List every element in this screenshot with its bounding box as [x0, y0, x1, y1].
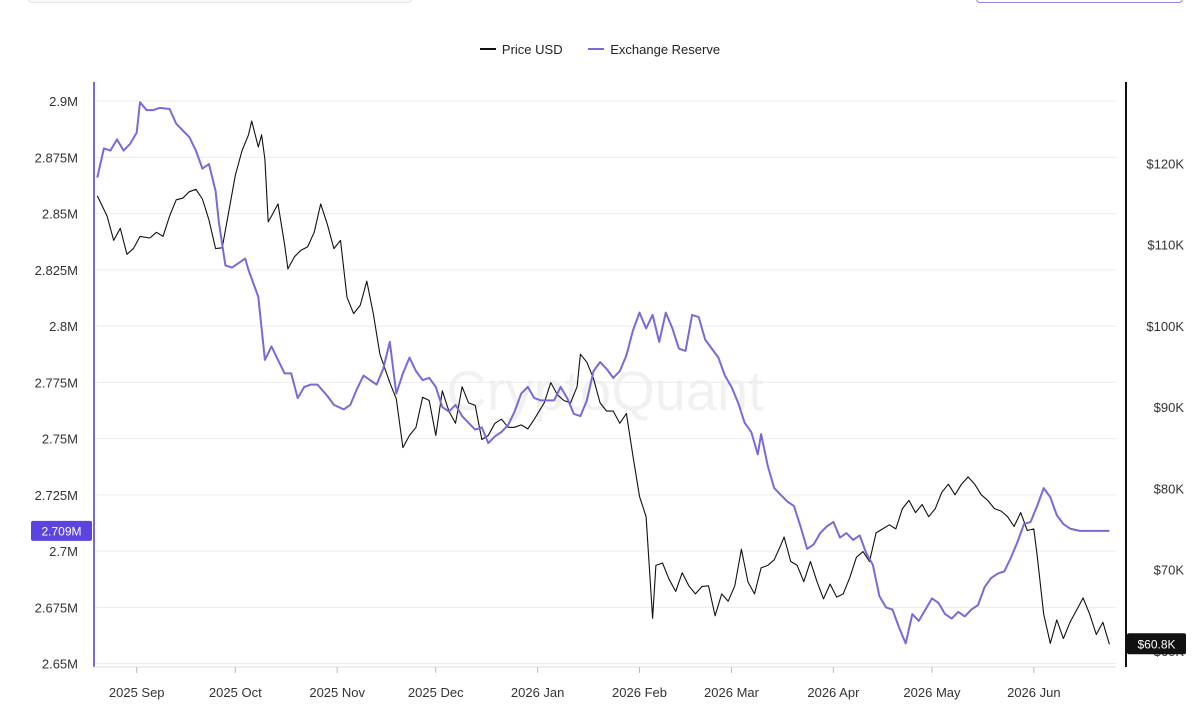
legend-item-exchange-reserve[interactable]: Exchange Reserve [588, 42, 720, 57]
x-tick-label: 2025 Nov [309, 685, 365, 700]
y-left-tick-label: 2.725M [35, 488, 78, 503]
legend-label-exchange-reserve: Exchange Reserve [610, 41, 721, 57]
y-left-tick-label: 2.775M [35, 375, 78, 390]
y-left-tick-label: 2.7M [49, 544, 78, 559]
y-left-tick-label: 2.75M [42, 432, 78, 447]
price-value-badge [1127, 633, 1186, 655]
y-left-tick-label: 2.85M [42, 207, 78, 222]
reserve-value-badge [31, 520, 92, 541]
reserve-value-badge-label: 2.709M [41, 524, 81, 538]
y-right-tick-label: $120K [1146, 156, 1184, 171]
legend-label-price: Price USD [501, 41, 563, 57]
legend-swatch-price [479, 48, 496, 50]
chart-legend: Price USD Exchange Reserve [0, 38, 1200, 57]
x-tick-label: 2026 Jan [511, 685, 565, 700]
y-right-tick-label: $90K [1154, 400, 1185, 415]
x-tick-label: 2026 May [903, 685, 961, 700]
series-line-exchange-reserve [96, 101, 1110, 645]
x-tick-label: 2026 Mar [704, 685, 760, 700]
price-value-badge-label: $60.8K [1137, 637, 1175, 651]
x-tick-label: 2026 Apr [807, 685, 860, 700]
x-tick-label: 2026 Feb [612, 685, 667, 700]
y-left-tick-label: 2.65M [42, 657, 78, 672]
y-right-tick-label: $70K [1154, 563, 1185, 578]
y-left-tick-label: 2.8M [49, 319, 78, 334]
y-left-tick-label: 2.875M [35, 150, 78, 165]
series-line-price [96, 120, 1110, 645]
x-tick-label: 2025 Oct [209, 685, 262, 700]
watermark-text: CryptoQuant [446, 359, 764, 422]
legend-item-price[interactable]: Price USD [479, 41, 563, 57]
y-right-tick-label: $80K [1154, 481, 1185, 496]
y-right-tick-label: $100K [1146, 319, 1184, 334]
x-tick-label: 2025 Dec [408, 685, 464, 700]
y-right-tick-label: $110K [1147, 238, 1184, 253]
legend-swatch-exchange-reserve [588, 48, 605, 50]
y-left-tick-label: 2.9M [49, 94, 78, 109]
x-tick-label: 2026 Jun [1007, 685, 1061, 700]
x-tick-label: 2025 Sep [109, 685, 165, 700]
y-left-tick-label: 2.825M [35, 263, 78, 278]
y-left-tick-label: 2.675M [35, 600, 78, 615]
